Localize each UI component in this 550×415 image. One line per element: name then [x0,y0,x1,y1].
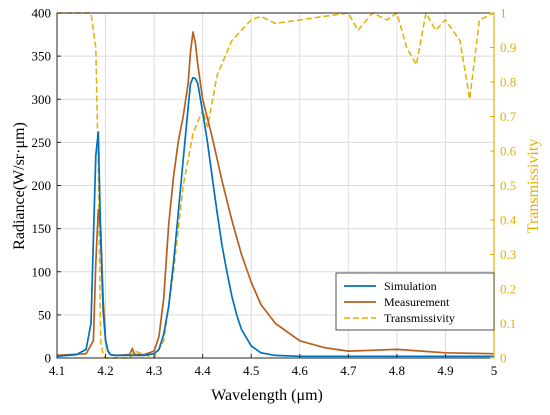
y-right-tick-label: 0.7 [500,109,517,124]
y-right-axis-title: Transmissivity [525,139,542,234]
x-tick-label: 4.3 [146,363,162,378]
y-right-tick-label: 0.6 [500,144,517,159]
x-tick-label: 4.6 [292,363,309,378]
y-left-tick-label: 350 [32,49,52,64]
x-tick-label: 4.8 [389,363,405,378]
y-left-axis-ticks: 0 50 100 150 200 250 300 350 400 [32,6,61,366]
y-right-tick-label: 0.5 [500,178,516,193]
legend-label-measurement: Measurement [384,295,450,309]
x-tick-label: 5 [491,363,498,378]
x-tick-label: 4.5 [243,363,259,378]
y-right-tick-label: 0.2 [500,282,516,297]
y-right-tick-label: 1 [500,6,507,21]
legend-label-transmissivity: Transmissivity [384,311,455,325]
legend: Simulation Measurement Transmissivity [335,272,495,331]
y-left-tick-label: 50 [38,307,51,322]
y-right-tick-label: 0.8 [500,75,516,90]
x-axis-ticks: 4.1 4.2 4.3 4.4 4.5 4.6 4.7 4.8 4.9 5 [49,354,497,378]
x-tick-label: 4.9 [437,363,453,378]
y-left-tick-label: 100 [32,264,52,279]
y-left-tick-label: 250 [32,135,52,150]
y-left-tick-label: 300 [32,92,52,107]
x-tick-label: 4.4 [195,363,212,378]
y-right-tick-label: 0.1 [500,316,516,331]
x-tick-label: 4.7 [340,363,357,378]
y-right-tick-label: 0.3 [500,247,516,262]
series-line-simulation [56,76,494,358]
y-left-axis-title: Radiance(W/sr·μm) [11,122,28,250]
y-left-tick-label: 200 [32,178,52,193]
y-left-tick-label: 0 [45,351,52,366]
y-left-tick-label: 150 [32,221,52,236]
x-axis-title: Wavelength (μm) [211,387,323,404]
y-right-axis-ticks: 0 0.1 0.2 0.3 0.4 0.5 0.6 0.7 0.8 0.9 1 [490,6,517,366]
x-tick-label: 4.1 [49,363,65,378]
y-right-tick-label: 0.4 [500,213,517,228]
legend-label-simulation: Simulation [384,279,437,293]
y-right-tick-label: 0 [500,351,507,366]
y-right-tick-label: 0.9 [500,40,516,55]
x-tick-label: 4.2 [97,363,113,378]
y-left-tick-label: 400 [32,6,52,21]
